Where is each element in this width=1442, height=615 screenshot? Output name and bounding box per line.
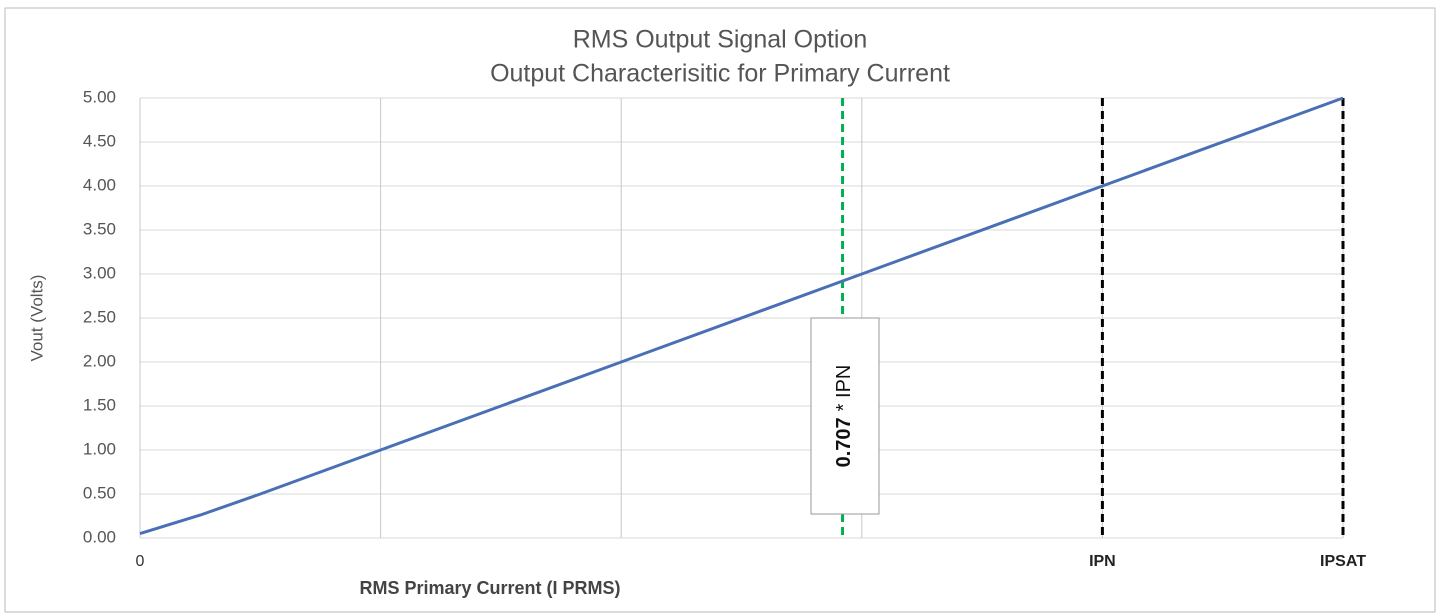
chart-title: RMS Output Signal Option: [573, 26, 868, 54]
annotation-text: * IPN: [833, 365, 855, 412]
chart-subtitle: Output Characterisitic for Primary Curre…: [490, 60, 950, 88]
annotation-box: [810, 317, 880, 515]
y-tick-label: 4.00: [83, 175, 116, 194]
y-axis-label: Vout (Volts): [27, 275, 46, 362]
chart-border: [4, 7, 1436, 613]
y-tick-label: 0.50: [83, 483, 116, 502]
y-tick-label: 3.00: [83, 263, 116, 282]
y-tick-label: 3.50: [83, 219, 116, 238]
x-tick-label: 0: [136, 553, 145, 570]
y-tick-label: 2.50: [83, 307, 116, 326]
x-tick-label: IPN: [1089, 553, 1116, 570]
x-axis-label: RMS Primary Current (I PRMS): [359, 578, 620, 598]
y-tick-label: 1.00: [83, 439, 116, 458]
y-tick-label: 2.00: [83, 351, 116, 370]
y-tick-label: 0.00: [83, 527, 116, 546]
x-tick-label: IPSAT: [1320, 553, 1366, 570]
annotation: 0.707 * IPN: [833, 365, 855, 468]
y-tick-label: 4.50: [83, 131, 116, 150]
y-tick-label: 1.50: [83, 395, 116, 414]
y-tick-label: 5.00: [83, 87, 116, 106]
annotation-value: 0.707: [833, 417, 855, 467]
line-series: [139, 96, 1344, 536]
